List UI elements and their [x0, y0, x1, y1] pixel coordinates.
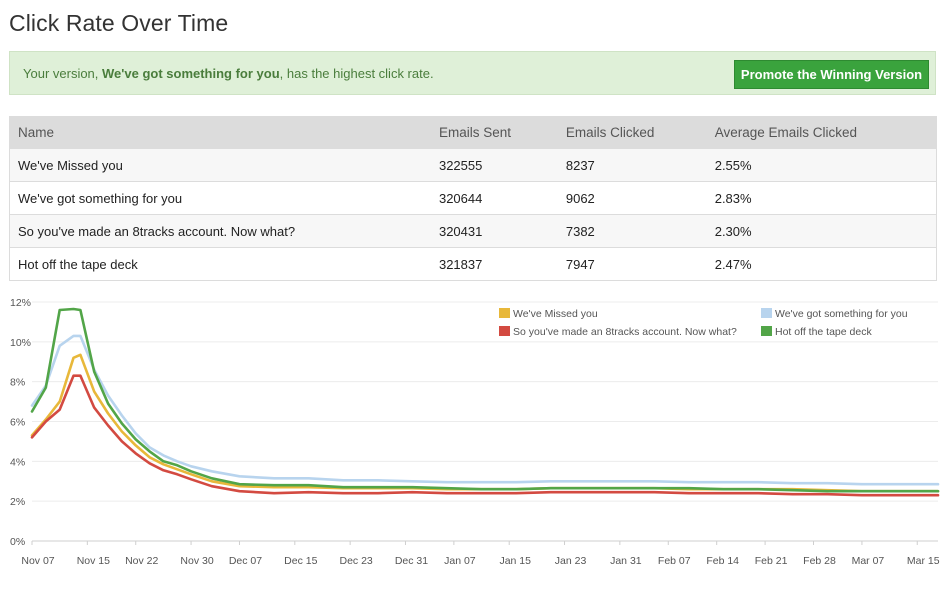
cell-average-emails-clicked: 2.83% — [706, 181, 937, 215]
cell-name: Hot off the tape deck — [9, 247, 431, 281]
y-tick-label: 4% — [10, 456, 25, 468]
x-tick-label: Jan 31 — [610, 555, 642, 567]
page-title: Click Rate Over Time — [9, 10, 229, 36]
alert-message: Your version, We've got something for yo… — [23, 66, 434, 81]
x-tick-label: Jan 15 — [499, 555, 531, 567]
x-tick-label: Mar 07 — [852, 555, 885, 567]
cell-emails-clicked: 9062 — [557, 181, 707, 215]
cell-average-emails-clicked: 2.55% — [706, 148, 937, 182]
cell-name: We've Missed you — [9, 148, 431, 182]
cell-name: We've got something for you — [9, 181, 431, 215]
winner-alert: Your version, We've got something for yo… — [9, 51, 936, 95]
legend-swatch — [761, 326, 772, 336]
table-row: We've Missed you 322555 8237 2.55% — [9, 148, 937, 182]
y-tick-label: 6% — [10, 417, 25, 429]
cell-average-emails-clicked: 2.47% — [706, 247, 937, 281]
x-tick-label: Nov 07 — [21, 555, 54, 567]
y-tick-label: 12% — [10, 297, 31, 309]
table-row: So you've made an 8tracks account. Now w… — [9, 214, 937, 248]
column-header-name[interactable]: Name — [9, 116, 431, 149]
y-tick-label: 2% — [10, 496, 25, 508]
column-header-average-emails-clicked[interactable]: Average Emails Clicked — [706, 116, 937, 149]
series-line-1 — [30, 334, 940, 486]
alert-prefix: Your version, — [23, 66, 103, 81]
legend-label: We've got something for you — [775, 308, 908, 320]
x-tick-label: Feb 21 — [755, 555, 788, 567]
alert-suffix: , has the highest click rate. — [279, 66, 434, 81]
cell-emails-sent: 322555 — [430, 148, 558, 182]
legend-swatch — [761, 308, 772, 318]
y-tick-label: 0% — [10, 536, 25, 548]
cell-emails-clicked: 7947 — [557, 247, 707, 281]
x-tick-label: Nov 22 — [125, 555, 158, 567]
x-tick-label: Nov 30 — [180, 555, 213, 567]
x-tick-label: Feb 28 — [803, 555, 836, 567]
y-tick-label: 10% — [10, 337, 31, 349]
promote-winning-version-button[interactable]: Promote the Winning Version — [734, 60, 929, 89]
legend-label: Hot off the tape deck — [775, 326, 872, 338]
table-row: Hot off the tape deck 321837 7947 2.47% — [9, 247, 937, 281]
column-header-emails-sent[interactable]: Emails Sent — [430, 116, 558, 149]
cell-emails-clicked: 8237 — [557, 148, 707, 182]
x-tick-label: Dec 23 — [339, 555, 372, 567]
y-tick-label: 8% — [10, 377, 25, 389]
cell-name: So you've made an 8tracks account. Now w… — [9, 214, 431, 248]
x-tick-label: Dec 31 — [395, 555, 428, 567]
x-tick-label: Nov 15 — [77, 555, 110, 567]
cell-average-emails-clicked: 2.30% — [706, 214, 937, 248]
column-header-emails-clicked[interactable]: Emails Clicked — [557, 116, 707, 149]
series-line-3 — [30, 307, 940, 493]
cell-emails-sent: 320644 — [430, 181, 558, 215]
results-table: Name Emails Sent Emails Clicked Average … — [9, 116, 937, 281]
series-line-2 — [30, 374, 940, 497]
cell-emails-clicked: 7382 — [557, 214, 707, 248]
legend-label: We've Missed you — [513, 308, 598, 320]
x-tick-label: Jan 23 — [555, 555, 587, 567]
legend-swatch — [499, 308, 510, 318]
cell-emails-sent: 321837 — [430, 247, 558, 281]
winning-version-name: We've got something for you — [102, 66, 280, 81]
x-tick-label: Feb 14 — [706, 555, 739, 567]
table-row: We've got something for you 320644 9062 … — [9, 181, 937, 215]
x-tick-label: Dec 07 — [229, 555, 262, 567]
click-rate-line-chart: 0% 2% 4% 6% 8% 10% 12% Nov 07 Nov 15 Nov 22 Nov 30… — [10, 297, 940, 567]
x-tick-label: Feb 07 — [658, 555, 691, 567]
legend-swatch — [499, 326, 510, 336]
x-tick-label: Jan 07 — [444, 555, 476, 567]
cell-emails-sent: 320431 — [430, 214, 558, 248]
legend-label: So you've made an 8tracks account. Now w… — [513, 326, 737, 338]
x-tick-label: Mar 15 — [907, 555, 940, 567]
table-header-row: Name Emails Sent Emails Clicked Average … — [9, 116, 937, 149]
x-tick-label: Dec 15 — [284, 555, 317, 567]
